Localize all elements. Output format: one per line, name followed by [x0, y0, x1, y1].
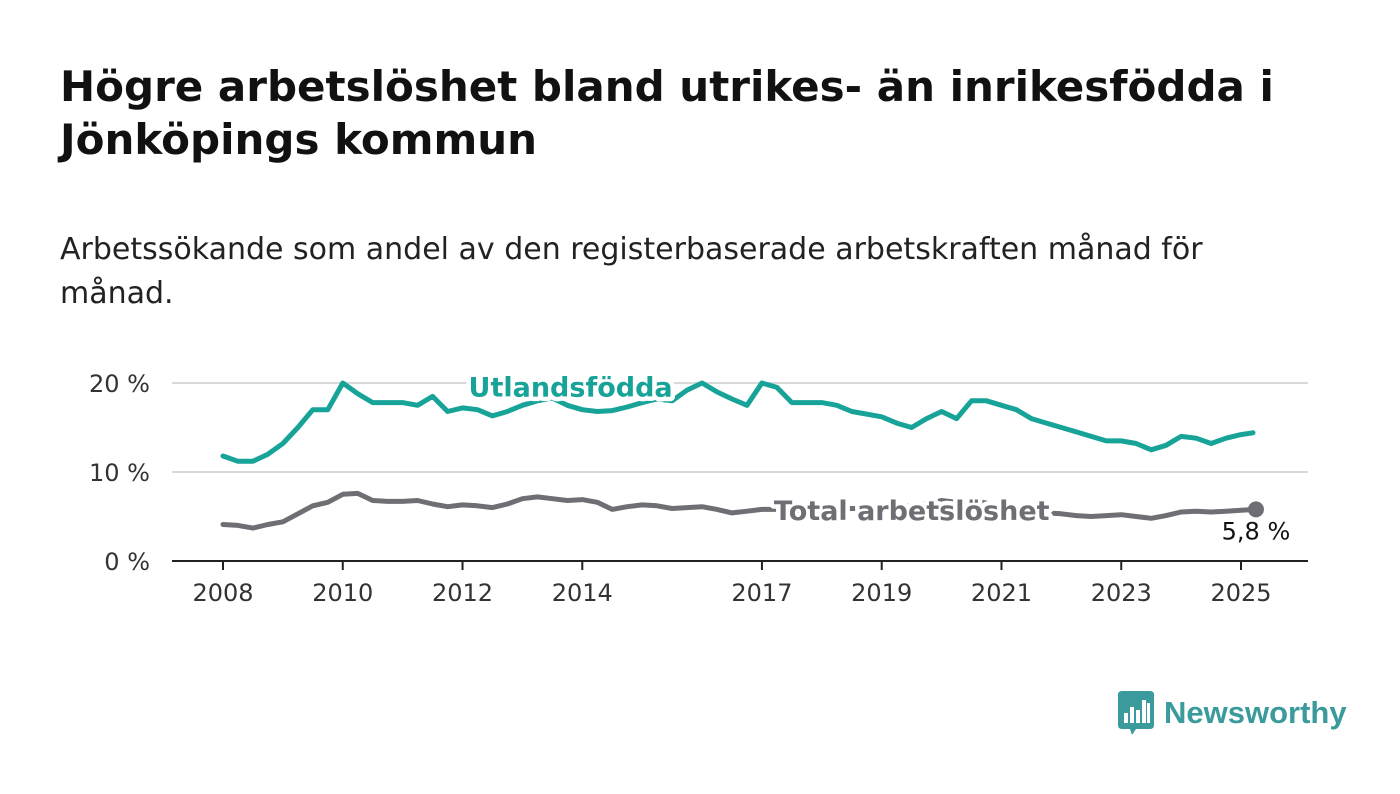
gridlines: 0 % 10 % 20 %	[89, 370, 1308, 576]
y-tick-label: 0 %	[104, 548, 150, 576]
series-label-total: Total arbetslöshet	[774, 496, 1050, 527]
series-lines	[220, 380, 1259, 531]
newsworthy-logo: Newsworthy	[1118, 690, 1347, 736]
x-tick-label: 2008	[192, 579, 253, 607]
x-tick-label: 2012	[432, 579, 493, 607]
y-tick-label: 10 %	[89, 459, 150, 487]
series-label-utlandsfodda: Utlandsfödda	[469, 372, 673, 403]
x-tick-label: 2023	[1091, 579, 1152, 607]
end-value-label: 5,8 %	[1222, 517, 1291, 545]
x-tick-label: 2019	[851, 579, 912, 607]
chart-subtitle: Arbetssökande som andel av den registerb…	[60, 232, 1203, 311]
chart-title: Högre arbetslöshet bland utrikes- än inr…	[60, 62, 1274, 164]
x-tick-label: 2010	[312, 579, 373, 607]
x-tick-label: 2021	[971, 579, 1032, 607]
x-tick-label: 2017	[731, 579, 792, 607]
y-tick-label: 20 %	[89, 370, 150, 398]
series-line-utlandsfodda	[220, 380, 1256, 464]
bar-chart-speech-bubble-icon	[1118, 691, 1154, 735]
x-tick-label: 2025	[1210, 579, 1271, 607]
x-axis: 2008 2010 2012 2014 2017 2019 2021 2023 2025	[172, 560, 1308, 607]
end-point-marker	[1247, 501, 1264, 518]
series-line-total	[220, 490, 1259, 531]
series-labels: Utlandsfödda Total arbetslöshet 5,8 %	[464, 368, 1293, 549]
x-tick-label: 2014	[552, 579, 613, 607]
brand-name: Newsworthy	[1164, 695, 1347, 730]
